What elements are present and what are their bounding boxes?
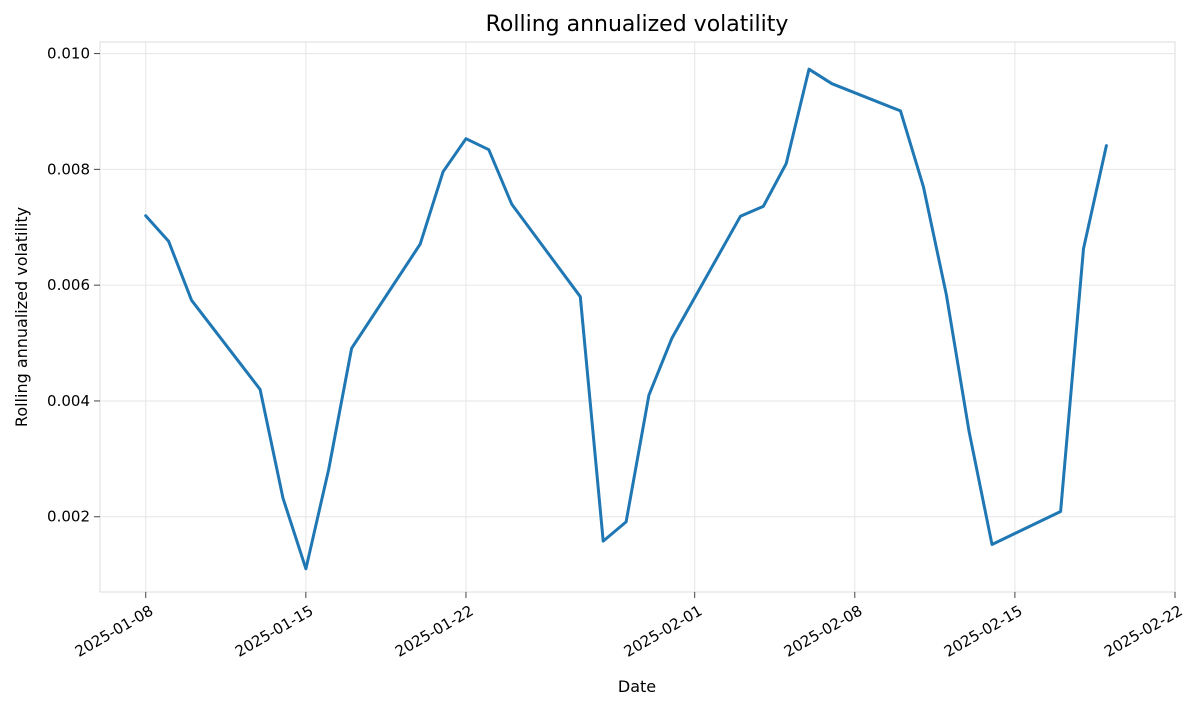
- x-tick-label: 2025-02-08: [781, 602, 866, 661]
- y-axis: 0.002 0.004 0.006 0.008 0.010: [47, 45, 100, 526]
- x-tick-label: 2025-01-15: [232, 602, 317, 661]
- x-tick-label: 2025-02-22: [1101, 602, 1186, 661]
- x-axis: 2025-01-08 2025-01-15 2025-01-22 2025-02-01…: [72, 592, 1186, 661]
- plot-area: [99, 41, 1176, 593]
- y-axis-label: Rolling annualized volatility: [12, 207, 31, 427]
- x-tick-label: 2025-01-22: [392, 602, 477, 661]
- grid: [100, 42, 1176, 592]
- y-tick-label: 0.008: [47, 160, 90, 178]
- chart-title: Rolling annualized volatility: [486, 12, 789, 37]
- y-tick-label: 0.010: [47, 45, 90, 63]
- x-tick-label: 2025-01-08: [72, 602, 157, 661]
- series-line: [144, 67, 1108, 571]
- y-tick-label: 0.002: [47, 508, 90, 526]
- y-tick-label: 0.004: [47, 392, 90, 410]
- x-tick-label: 2025-02-01: [621, 602, 706, 661]
- x-tick-label: 2025-02-15: [941, 602, 1026, 661]
- x-axis-label: Date: [618, 677, 656, 696]
- y-tick-label: 0.006: [47, 276, 90, 294]
- series-layer: [144, 67, 1108, 571]
